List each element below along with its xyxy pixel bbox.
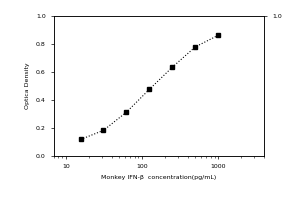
Y-axis label: Optica Density: Optica Density: [25, 63, 30, 109]
X-axis label: Monkey IFN-β  concentration(pg/mL): Monkey IFN-β concentration(pg/mL): [101, 175, 217, 180]
